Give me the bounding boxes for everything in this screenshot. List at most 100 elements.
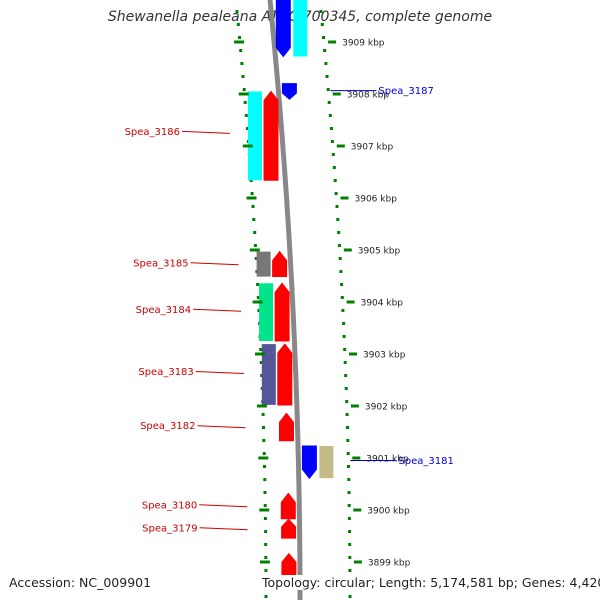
ruler-dot bbox=[339, 270, 343, 273]
ruler-dot bbox=[334, 192, 338, 195]
ruler-dot bbox=[343, 361, 347, 364]
cds-arrow bbox=[263, 90, 279, 181]
ruler-dot bbox=[245, 127, 249, 130]
ruler-dot bbox=[257, 309, 261, 312]
cog-block bbox=[293, 0, 308, 57]
ruler-dot bbox=[345, 413, 349, 416]
ruler-dot bbox=[263, 478, 267, 481]
ruler-dot bbox=[264, 595, 268, 598]
ruler-dot bbox=[342, 335, 346, 338]
ruler-dot bbox=[319, 10, 323, 13]
ruler-dot bbox=[327, 101, 331, 104]
ruler-dot bbox=[347, 491, 351, 494]
ruler-dot bbox=[347, 517, 351, 520]
ruler-dot bbox=[341, 309, 345, 312]
tick-mark bbox=[349, 352, 357, 356]
cds-arrow bbox=[280, 492, 296, 520]
tick-label: 3899 kbp bbox=[368, 559, 411, 569]
ruler-dot bbox=[263, 491, 267, 494]
ruler-dot bbox=[256, 296, 260, 299]
ruler-dot bbox=[262, 439, 266, 442]
tick-mark bbox=[353, 560, 362, 564]
label-leader bbox=[199, 527, 248, 531]
tick-label: 3906 kbp bbox=[355, 195, 398, 205]
ruler-dot bbox=[346, 439, 350, 442]
ruler-dot bbox=[323, 49, 327, 52]
ruler-dot bbox=[340, 296, 344, 299]
tick-mark bbox=[246, 196, 257, 200]
tick-mark bbox=[256, 404, 267, 408]
ruler-dot bbox=[252, 218, 256, 221]
ruler-dot bbox=[331, 153, 335, 156]
cog-block bbox=[248, 91, 262, 181]
ruler-dot bbox=[264, 556, 268, 559]
ruler-dot bbox=[346, 426, 349, 429]
tick-mark bbox=[242, 144, 253, 148]
tick-label: 3901 kbp bbox=[366, 455, 409, 465]
ruler-dot bbox=[336, 218, 340, 221]
cog-block bbox=[256, 251, 271, 277]
label-leader bbox=[197, 425, 246, 429]
gene-label: Spea_3186 bbox=[125, 127, 180, 138]
tick-mark bbox=[258, 456, 269, 460]
label-leader bbox=[195, 371, 244, 374]
accession-text: Accession: NC_009901 bbox=[9, 575, 152, 590]
gene-label: Spea_3182 bbox=[140, 421, 195, 432]
tick-mark bbox=[234, 40, 245, 44]
ruler-dot bbox=[263, 517, 267, 520]
cds-arrow bbox=[277, 343, 293, 406]
ruler-dot bbox=[235, 10, 239, 13]
ruler-dot bbox=[251, 205, 255, 208]
ruler-dot bbox=[240, 62, 244, 65]
tick-label: 3908 kbp bbox=[347, 91, 390, 101]
label-leader bbox=[193, 308, 242, 312]
ruler-dot bbox=[343, 348, 347, 351]
ruler-dot bbox=[249, 179, 253, 182]
gene-labels: Spea_3187 Spea_3186 Spea_3185 Spea_3184 Spea… bbox=[125, 86, 454, 534]
gene-label: Spea_3180 bbox=[142, 500, 197, 511]
gene-label: Spea_3187 bbox=[378, 86, 433, 97]
cds-arrow bbox=[274, 282, 290, 342]
ruler-dot bbox=[344, 374, 348, 377]
ruler-dot bbox=[238, 36, 241, 39]
tick-label: 3904 kbp bbox=[361, 299, 404, 309]
kbp-scale: 3909 kbp 3908 kbp 3907 kbp 3906 kbp 3905 kbp… bbox=[234, 39, 411, 569]
ruler-dot bbox=[254, 257, 258, 260]
tick-mark bbox=[336, 144, 345, 148]
tick-mark bbox=[238, 92, 249, 96]
tick-label: 3905 kbp bbox=[358, 247, 401, 257]
label-leader bbox=[190, 262, 239, 266]
tick-label: 3900 kbp bbox=[367, 507, 410, 517]
ruler-dot bbox=[348, 569, 352, 572]
cds-arrow bbox=[281, 83, 297, 100]
tick-mark bbox=[249, 248, 260, 252]
ruler-dot bbox=[342, 322, 346, 325]
ruler-dot bbox=[253, 231, 257, 234]
ruler-dot bbox=[243, 101, 247, 104]
ruler-dot bbox=[260, 374, 264, 377]
ruler-dot bbox=[326, 88, 330, 91]
cds-arrow bbox=[301, 445, 317, 480]
genome-backbone bbox=[267, 0, 303, 600]
label-leader bbox=[181, 130, 231, 134]
tick-mark bbox=[350, 404, 359, 408]
ruler-dot bbox=[335, 205, 339, 208]
ruler-dot bbox=[262, 452, 266, 455]
tick-mark bbox=[343, 248, 352, 252]
ruler-dot bbox=[329, 127, 333, 130]
ruler-dot bbox=[241, 75, 245, 78]
ruler-dot bbox=[348, 530, 352, 533]
ruler-dot bbox=[263, 504, 267, 507]
cog-block bbox=[319, 446, 334, 479]
ruler-dot bbox=[346, 452, 350, 455]
ruler-dot bbox=[263, 465, 266, 468]
gene-label: Spea_3179 bbox=[142, 523, 197, 534]
ruler-dot bbox=[264, 569, 268, 572]
ruler-dot bbox=[347, 478, 351, 481]
cds-arrow bbox=[279, 412, 294, 442]
ruler-dot bbox=[253, 244, 257, 247]
cds-arrow bbox=[272, 250, 288, 277]
ruler-dot bbox=[236, 23, 240, 26]
ruler-dot bbox=[250, 192, 254, 195]
